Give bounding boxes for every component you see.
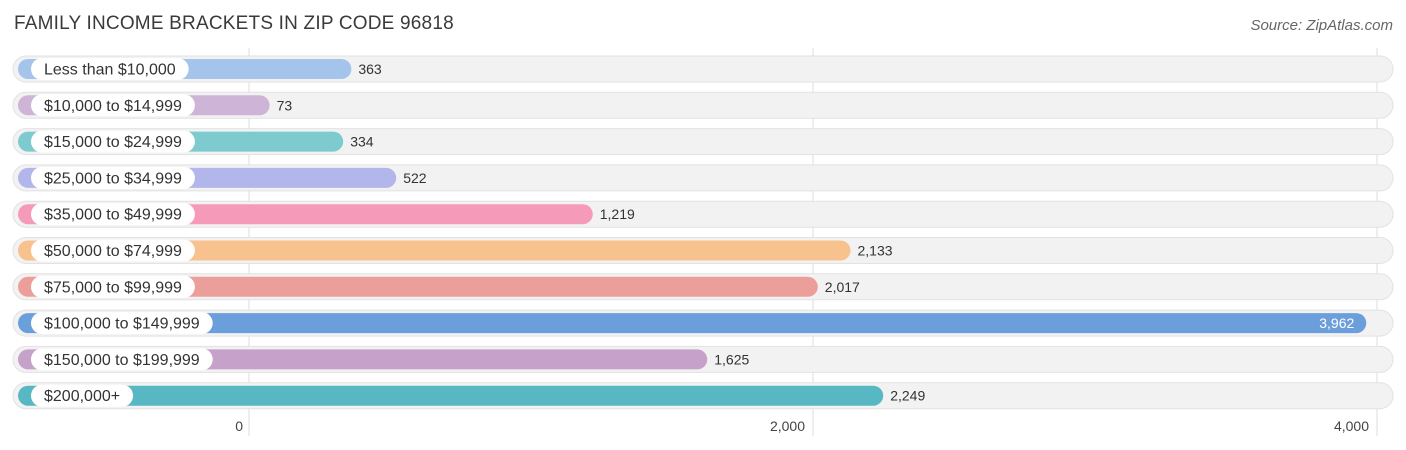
bar-row: $75,000 to $99,999 2,017 <box>13 274 1393 300</box>
bar-row: $100,000 to $149,999 3,962 <box>13 310 1393 336</box>
category-label: $10,000 to $14,999 <box>44 98 182 115</box>
value-label: 1,219 <box>600 206 635 222</box>
value-label: 73 <box>277 97 293 113</box>
value-label: 3,962 <box>1319 315 1354 331</box>
bar <box>18 313 1366 333</box>
value-label: 522 <box>403 170 427 186</box>
chart-source: Source: ZipAtlas.com <box>1250 17 1393 34</box>
bar-row: $35,000 to $49,999 1,219 <box>13 201 1393 227</box>
category-label: $100,000 to $149,999 <box>44 316 200 333</box>
bar <box>18 386 883 406</box>
category-label: $15,000 to $24,999 <box>44 134 182 151</box>
x-tick-label: 0 <box>235 418 243 434</box>
value-label: 2,133 <box>858 243 893 259</box>
value-label: 363 <box>358 61 382 77</box>
value-label: 334 <box>350 134 374 150</box>
category-label: $200,000+ <box>44 388 120 405</box>
category-label: $35,000 to $49,999 <box>44 207 182 224</box>
value-label: 1,625 <box>714 351 749 367</box>
bar-row: $25,000 to $34,999 522 <box>13 165 1393 191</box>
bar-row: $10,000 to $14,999 73 <box>13 92 1393 118</box>
bar-row: $200,000+ 2,249 <box>13 383 1393 409</box>
value-label: 2,017 <box>825 279 860 295</box>
x-tick-label: 2,000 <box>770 418 805 434</box>
value-label: 2,249 <box>890 388 925 404</box>
bar-row: $150,000 to $199,999 1,625 <box>13 346 1393 372</box>
category-label: Less than $10,000 <box>44 62 176 79</box>
category-label: $25,000 to $34,999 <box>44 170 182 187</box>
chart-title: FAMILY INCOME BRACKETS IN ZIP CODE 96818 <box>14 13 454 34</box>
category-label: $50,000 to $74,999 <box>44 243 182 260</box>
bar-row: $50,000 to $74,999 2,133 <box>13 238 1393 264</box>
income-bracket-chart: FAMILY INCOME BRACKETS IN ZIP CODE 96818… <box>0 0 1406 450</box>
category-label: $150,000 to $199,999 <box>44 352 200 369</box>
bar-row: Less than $10,000 363 <box>13 56 1393 82</box>
x-tick-label: 4,000 <box>1334 418 1369 434</box>
bar-row: $15,000 to $24,999 334 <box>13 129 1393 155</box>
category-label: $75,000 to $99,999 <box>44 279 182 296</box>
